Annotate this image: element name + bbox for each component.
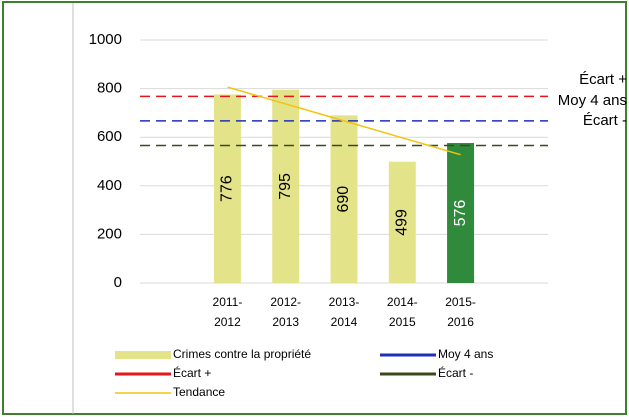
legend-swatch [115, 351, 171, 359]
value-label: 795 [277, 173, 294, 200]
x-tick-label: 2014-2015 [386, 295, 418, 329]
value-label: 499 [394, 209, 411, 236]
x-tick-label: 2013-2014 [328, 295, 360, 329]
y-tick-label: 200 [97, 225, 122, 242]
value-label: 690 [335, 186, 352, 213]
x-tick-label: 2011-2012 [212, 295, 243, 329]
reference-label: Écart - [583, 112, 627, 129]
reference-label: Écart + [579, 71, 627, 88]
bar [388, 161, 416, 283]
y-tick-label: 400 [97, 177, 122, 194]
y-tick-label: 800 [97, 80, 122, 97]
y-tick-label: 1000 [89, 31, 122, 48]
bar [272, 89, 300, 283]
legend-label: Écart - [438, 365, 473, 380]
value-label: 576 [452, 200, 469, 227]
legend-label: Moy 4 ans [438, 347, 493, 361]
trend-line [227, 86, 461, 156]
legend-label: Crimes contre la propriété [173, 347, 311, 361]
x-tick-label: 2012-2013 [270, 295, 302, 329]
reference-label: Moy 4 ans [558, 92, 627, 109]
bar [447, 143, 475, 283]
legend-label: Écart + [173, 365, 211, 380]
x-tick-label: 2015-2016 [445, 295, 476, 329]
bar [213, 94, 241, 283]
y-tick-label: 0 [114, 274, 122, 291]
legend-label: Tendance [173, 385, 225, 399]
y-tick-label: 600 [97, 128, 122, 145]
value-label: 776 [219, 175, 236, 202]
bar [330, 115, 358, 283]
